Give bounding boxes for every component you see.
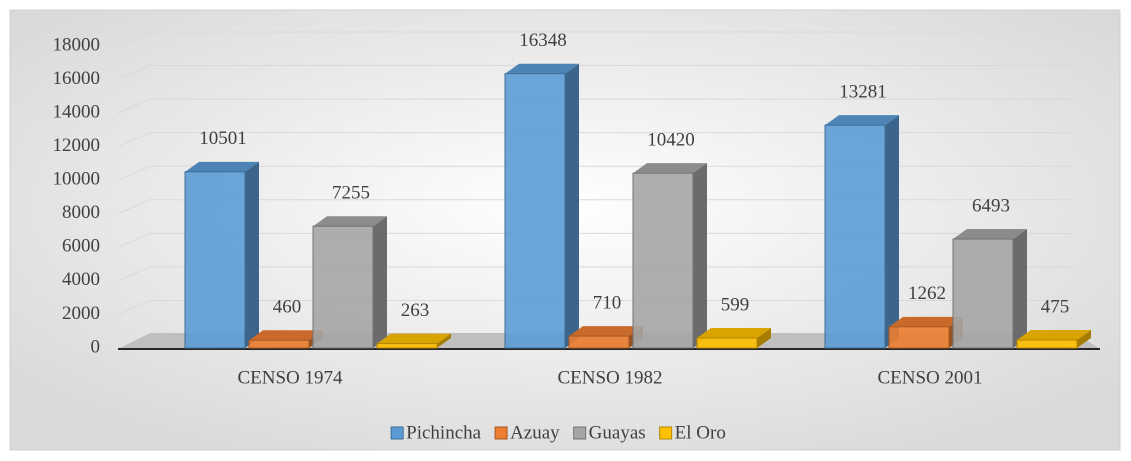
y-tick-label: 2000 bbox=[62, 303, 100, 324]
bar bbox=[568, 335, 630, 349]
legend-swatch bbox=[573, 426, 587, 440]
data-label: 263 bbox=[401, 300, 430, 321]
grid-line bbox=[117, 65, 1075, 81]
bar-top bbox=[377, 333, 451, 344]
bar-side bbox=[693, 163, 707, 348]
bar-top bbox=[505, 63, 579, 74]
bar-side bbox=[885, 115, 899, 348]
bar bbox=[824, 124, 886, 349]
y-tick-label: 8000 bbox=[62, 202, 100, 223]
y-tick-label: 18000 bbox=[53, 34, 101, 55]
legend-label: Azuay bbox=[510, 422, 560, 443]
x-tick-label: CENSO 2001 bbox=[877, 367, 982, 388]
grid-line bbox=[117, 199, 1075, 215]
data-label: 6493 bbox=[972, 195, 1010, 216]
y-tick-label: 14000 bbox=[53, 101, 101, 122]
x-tick-label: CENSO 1974 bbox=[237, 367, 343, 388]
bar-side bbox=[437, 333, 451, 348]
bar-top bbox=[569, 326, 643, 337]
bar-top bbox=[185, 161, 259, 172]
bar bbox=[632, 172, 694, 349]
bar-top bbox=[249, 330, 323, 341]
grid-line bbox=[117, 299, 1075, 315]
grid-line bbox=[117, 132, 1075, 148]
data-label: 710 bbox=[593, 292, 622, 313]
bar bbox=[888, 326, 950, 349]
bar bbox=[248, 339, 310, 349]
grid-line bbox=[117, 232, 1075, 248]
bar-side bbox=[1077, 330, 1091, 348]
legend-label: Pichincha bbox=[406, 422, 481, 443]
bar-side bbox=[1013, 229, 1027, 348]
x-tick-label: CENSO 1982 bbox=[557, 367, 662, 388]
data-label: 13281 bbox=[839, 82, 887, 103]
y-tick-label: 0 bbox=[91, 336, 101, 357]
legend-swatch bbox=[494, 426, 508, 440]
y-tick-label: 10000 bbox=[53, 169, 101, 190]
data-label: 1262 bbox=[908, 283, 946, 304]
data-label: 599 bbox=[721, 294, 750, 315]
data-label: 7255 bbox=[332, 183, 370, 204]
data-label: 475 bbox=[1041, 296, 1070, 317]
bar-top bbox=[313, 216, 387, 227]
y-tick-label: 6000 bbox=[62, 236, 100, 257]
data-label: 16348 bbox=[519, 30, 567, 51]
bar bbox=[952, 238, 1014, 349]
grid-line bbox=[117, 165, 1075, 181]
bar-side bbox=[245, 161, 259, 348]
bar-top bbox=[889, 316, 963, 327]
bar-top bbox=[953, 229, 1027, 240]
bar-top bbox=[825, 115, 899, 126]
bar-side bbox=[373, 216, 387, 348]
bar bbox=[504, 73, 566, 349]
data-label: 10420 bbox=[647, 130, 695, 151]
bar bbox=[184, 171, 246, 349]
data-label: 10501 bbox=[199, 128, 247, 149]
bar-side bbox=[757, 327, 771, 348]
bar-top bbox=[633, 163, 707, 174]
legend-label: Guayas bbox=[589, 422, 646, 443]
legend: Pichincha Azuay Guayas El Oro bbox=[390, 422, 726, 443]
bar-top bbox=[1017, 330, 1091, 341]
bar-side bbox=[565, 63, 579, 348]
y-tick-label: 12000 bbox=[53, 135, 101, 156]
legend-swatch bbox=[390, 426, 404, 440]
legend-swatch bbox=[659, 426, 673, 440]
y-tick-label: 4000 bbox=[62, 269, 100, 290]
grid-line bbox=[117, 266, 1075, 282]
y-tick-label: 16000 bbox=[53, 68, 101, 89]
bar bbox=[312, 225, 374, 349]
bar bbox=[1016, 339, 1078, 349]
bar bbox=[696, 337, 758, 349]
data-label: 460 bbox=[273, 297, 302, 318]
legend-label: El Oro bbox=[675, 422, 726, 443]
bar-top bbox=[697, 327, 771, 338]
grid-line bbox=[117, 31, 1075, 47]
bar bbox=[376, 343, 438, 349]
grid-line bbox=[117, 98, 1075, 114]
